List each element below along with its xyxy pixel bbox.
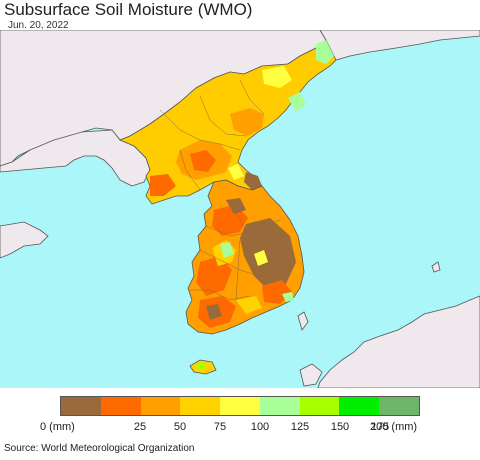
nk-wet-patch-1 bbox=[316, 40, 334, 64]
japan-land bbox=[317, 295, 480, 388]
admin-boundaries bbox=[159, 79, 287, 301]
legend-label-2: 50 bbox=[173, 421, 187, 433]
legend-swatch-8 bbox=[379, 397, 420, 415]
nk-dry-patch-4 bbox=[230, 108, 264, 136]
legend-color-bar bbox=[60, 396, 420, 416]
legend-swatch-3 bbox=[180, 397, 221, 415]
legend-swatch-2 bbox=[140, 397, 181, 415]
legend-label-1: 25 bbox=[133, 421, 147, 433]
source-note: Source: World Meteorological Organizatio… bbox=[4, 443, 195, 454]
oki-island bbox=[431, 261, 441, 273]
sk-yellow-patch-2 bbox=[254, 250, 268, 266]
tsushima-island bbox=[297, 311, 309, 331]
sk-brown-patch-1 bbox=[240, 218, 296, 290]
legend-label-5: 125 bbox=[290, 421, 310, 433]
legend-label-7: 175 bbox=[370, 421, 390, 433]
legend-swatch-6 bbox=[299, 397, 340, 415]
nk-yellow-patch bbox=[262, 66, 292, 88]
jeju-wet-patch bbox=[196, 362, 206, 370]
shandong-peninsula bbox=[0, 221, 49, 259]
legend-swatch-1 bbox=[100, 397, 141, 415]
legend-swatch-0 bbox=[61, 397, 101, 415]
nk-dry-patch-2 bbox=[190, 150, 216, 172]
map-title: Subsurface Soil Moisture (WMO) bbox=[4, 0, 253, 19]
nk-yellow-patch-2 bbox=[228, 164, 244, 180]
legend-label-6: 150 bbox=[330, 421, 350, 433]
japan-island bbox=[299, 363, 323, 387]
nk-brown-patch bbox=[244, 172, 262, 190]
sk-orange-patch-2 bbox=[196, 256, 232, 296]
nk-wet-patch-2 bbox=[288, 92, 306, 112]
legend-swatch-4 bbox=[220, 397, 260, 415]
legend-label-4: 100 bbox=[250, 421, 270, 433]
sk-yellow-patch-3 bbox=[236, 296, 262, 314]
soil-moisture-map bbox=[0, 30, 480, 388]
sk-brown-patch-3 bbox=[206, 304, 222, 320]
map-date: Jun. 20, 2022 bbox=[8, 20, 69, 31]
nk-dry-patch-3 bbox=[150, 174, 176, 196]
legend-label-0: 0 (mm) bbox=[40, 421, 75, 433]
sk-wet-patch-1 bbox=[220, 242, 234, 258]
legend-label-3: 75 bbox=[213, 421, 227, 433]
legend-swatch-7 bbox=[339, 397, 380, 415]
legend-label-8: 200 (mm) bbox=[370, 421, 418, 433]
sk-wet-patch-2 bbox=[282, 292, 294, 302]
legend-swatch-5 bbox=[259, 397, 300, 415]
legend-labels: 0 (mm) 25 50 75 100 125 150 175 200 (mm) bbox=[0, 421, 480, 435]
